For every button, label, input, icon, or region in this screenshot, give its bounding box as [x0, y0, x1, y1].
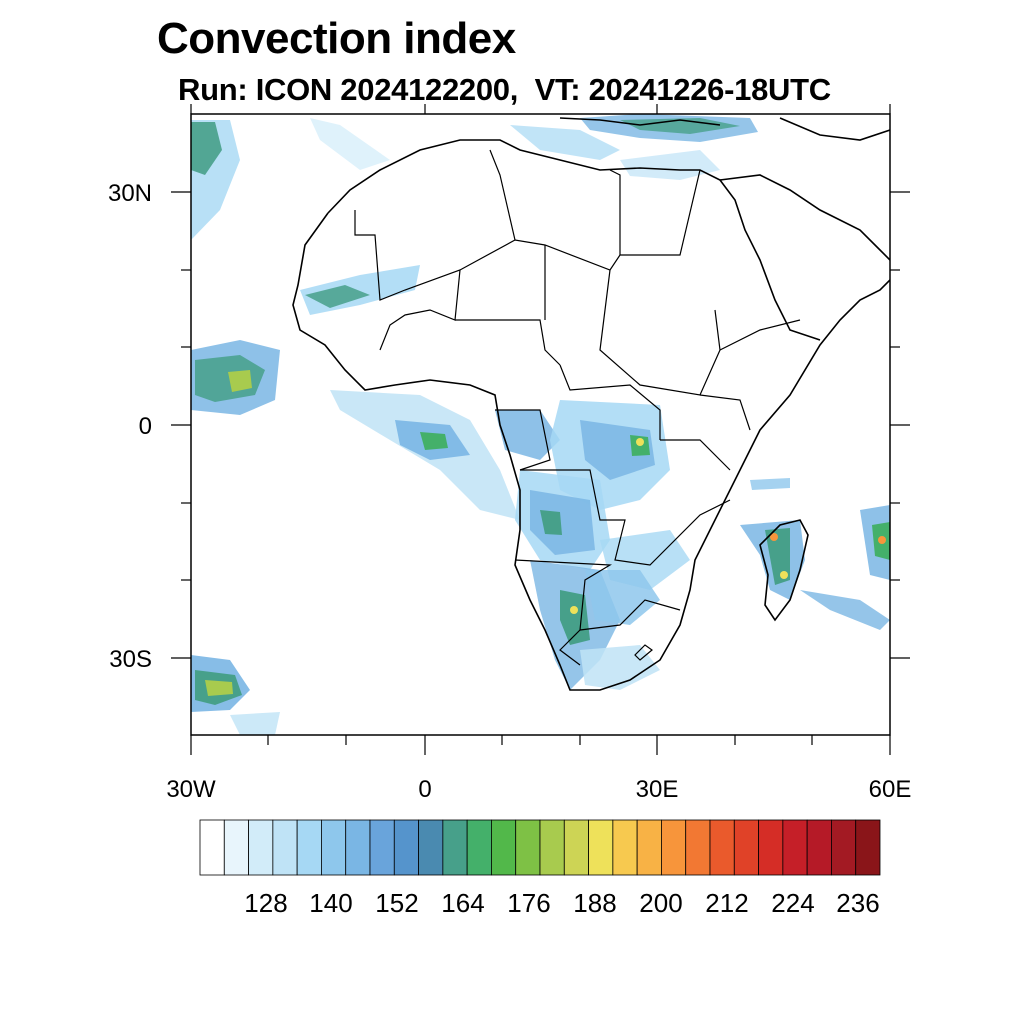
map-subtitle: Run: ICON 2024122200, VT: 20241226-18UTC — [178, 72, 831, 108]
colorbar-box — [199, 819, 225, 876]
axis-ticks — [171, 104, 910, 755]
colorbar-box — [296, 819, 322, 876]
convection-field — [191, 114, 890, 735]
colorbar-label: 200 — [639, 888, 682, 918]
run-label: Run: ICON 2024122200, — [178, 72, 519, 107]
colorbar-label: 176 — [507, 888, 550, 918]
x-tick-label: 30W — [166, 776, 216, 803]
y-tick-label: 30S — [109, 646, 152, 673]
colorbar-label: 164 — [441, 888, 484, 918]
colorbar-box — [588, 819, 614, 876]
colorbar-label: 224 — [771, 888, 814, 918]
colorbar-box — [272, 819, 298, 876]
x-tick-label: 60E — [869, 776, 912, 803]
colorbar-box — [612, 819, 638, 876]
colorbar-box — [466, 819, 492, 876]
colorbar-box — [636, 819, 662, 876]
colorbar-box — [491, 819, 517, 876]
colorbar-label: 236 — [836, 888, 879, 918]
colorbar-box — [782, 819, 808, 876]
colorbar-box — [563, 819, 589, 876]
colorbar-label: 128 — [244, 888, 287, 918]
colorbar-box — [418, 819, 444, 876]
colorbar-label: 140 — [309, 888, 352, 918]
colorbar-box — [539, 819, 565, 876]
y-tick-label: 30N — [108, 180, 152, 207]
colorbar-box — [515, 819, 541, 876]
colorbar-box — [393, 819, 419, 876]
colorbar-box — [758, 819, 784, 876]
colorbar-box — [345, 819, 371, 876]
colorbar-box — [831, 819, 857, 876]
colorbar-box — [685, 819, 711, 876]
borders — [354, 149, 801, 666]
colorbar-box — [442, 819, 468, 876]
coastlines — [292, 117, 890, 691]
map-title: Convection index — [157, 14, 516, 63]
x-tick-label: 30E — [636, 776, 679, 803]
colorbar-box — [369, 819, 395, 876]
colorbar-labels: 128 140 152 164 176 188 200 212 224 236 — [244, 888, 879, 918]
colorbar-box — [709, 819, 735, 876]
colorbar-box — [661, 819, 687, 876]
colorbar-label: 212 — [705, 888, 748, 918]
colorbar-box — [321, 819, 347, 876]
colorbar-box — [223, 819, 249, 876]
colorbar-box — [733, 819, 759, 876]
y-tick-label: 0 — [139, 413, 152, 440]
colorbar-box — [855, 819, 881, 876]
colorbar-label: 152 — [375, 888, 418, 918]
colorbar-label: 188 — [573, 888, 616, 918]
x-tick-label: 0 — [418, 776, 431, 803]
colorbar — [199, 819, 881, 876]
valid-time-label: VT: 20241226-18UTC — [534, 72, 831, 107]
colorbar-box — [248, 819, 274, 876]
colorbar-box — [806, 819, 832, 876]
